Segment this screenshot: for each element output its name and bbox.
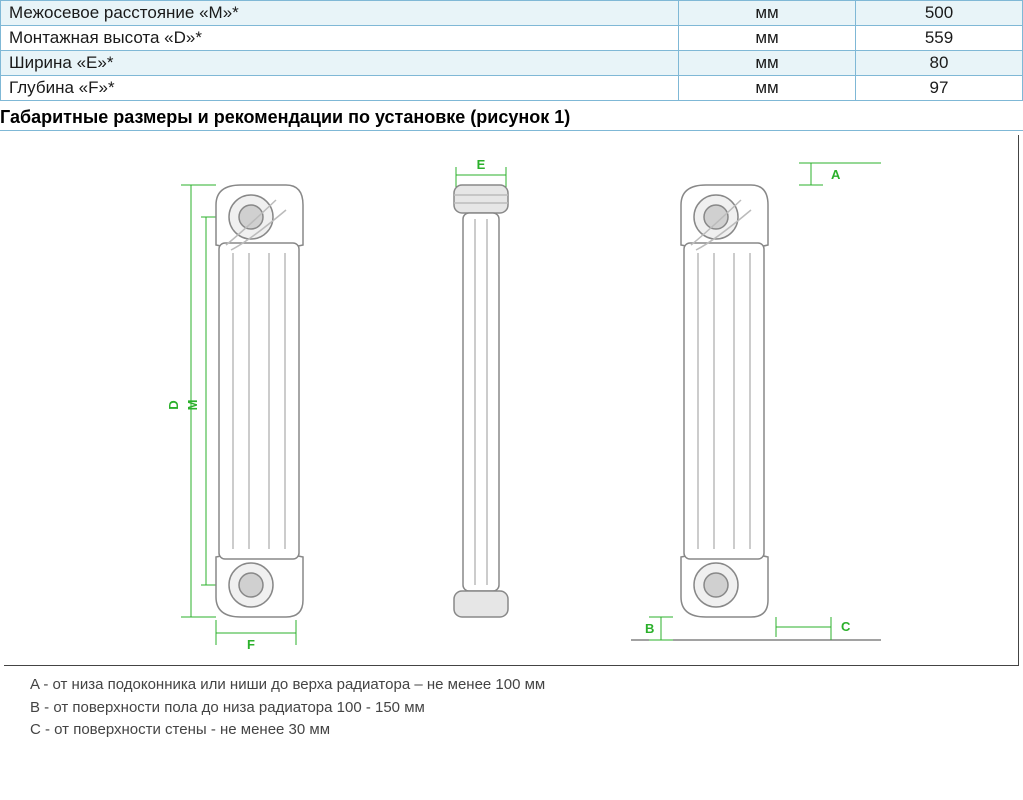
radiator-side-view: E: [421, 155, 541, 655]
value-cell: 559: [856, 26, 1023, 51]
dim-label-f: F: [247, 637, 255, 652]
legend: A - от низа подоконника или ниши до верх…: [0, 666, 1023, 742]
dim-label-e: E: [477, 157, 486, 172]
value-cell: 80: [856, 51, 1023, 76]
param-cell: Глубина «F»*: [1, 76, 679, 101]
value-cell: 500: [856, 1, 1023, 26]
table-row: Межосевое расстояние «М»* мм 500: [1, 1, 1023, 26]
section-title: Габаритные размеры и рекомендации по уст…: [0, 101, 1023, 131]
figure: F D M: [4, 135, 1019, 666]
dim-label-d: D: [166, 400, 181, 409]
param-cell: Ширина «E»*: [1, 51, 679, 76]
table-row: Ширина «E»* мм 80: [1, 51, 1023, 76]
spec-table: Межосевое расстояние «М»* мм 500 Монтажн…: [0, 0, 1023, 101]
dim-label-m: M: [185, 400, 200, 411]
legend-line-a: A - от низа подоконника или ниши до верх…: [30, 674, 993, 697]
dim-label-a: A: [831, 167, 841, 182]
table-row: Монтажная высота «D»* мм 559: [1, 26, 1023, 51]
radiator-clearance-view: A B C: [631, 155, 891, 655]
param-cell: Межосевое расстояние «М»*: [1, 1, 679, 26]
unit-cell: мм: [679, 26, 856, 51]
table-row: Глубина «F»* мм 97: [1, 76, 1023, 101]
unit-cell: мм: [679, 76, 856, 101]
legend-line-c: C - от поверхности стены - не менее 30 м…: [30, 719, 993, 742]
value-cell: 97: [856, 76, 1023, 101]
unit-cell: мм: [679, 1, 856, 26]
legend-line-b: B - от поверхности пола до низа радиатор…: [30, 697, 993, 720]
dim-label-b: B: [645, 621, 654, 636]
dim-label-c: C: [841, 619, 851, 634]
radiator-front-view: F D M: [131, 155, 331, 655]
param-cell: Монтажная высота «D»*: [1, 26, 679, 51]
unit-cell: мм: [679, 51, 856, 76]
